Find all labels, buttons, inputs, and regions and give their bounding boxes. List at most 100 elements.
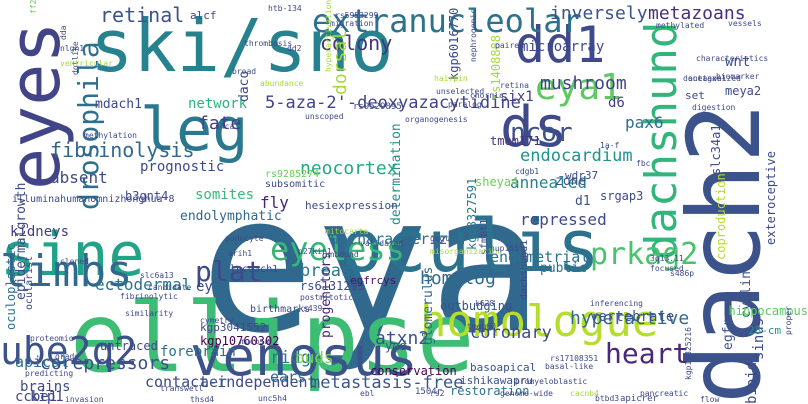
- word-109: meya2: [725, 84, 762, 98]
- word-190: flow: [700, 395, 720, 404]
- word-87: restoration: [450, 384, 530, 398]
- word-174: s486p: [670, 269, 695, 278]
- word-28: plat: [195, 255, 263, 288]
- word-32: contact-independent: [145, 373, 317, 391]
- word-117: subsomitic: [265, 179, 326, 190]
- word-171: ventricular: [60, 59, 113, 68]
- word-134: antagonized: [688, 74, 741, 83]
- word-136: hairpin: [434, 74, 468, 83]
- word-120: set: [685, 89, 705, 102]
- word-147: thsd4: [190, 395, 215, 404]
- word-99: kgp8327591: [465, 177, 479, 250]
- word-132: biomarker: [716, 72, 760, 81]
- word-37: repressed: [520, 210, 607, 229]
- word-142: cymetry: [200, 316, 234, 325]
- word-66: ears: [270, 368, 307, 386]
- word-141: similarity: [125, 309, 174, 318]
- word-197: genome-wide: [500, 389, 553, 398]
- word-48: coronary: [470, 323, 552, 343]
- word-166: proper: [784, 306, 793, 335]
- word-56: ccbe1: [15, 389, 58, 404]
- word-157: podocyte: [225, 234, 264, 243]
- word-116: ff2: [29, 0, 38, 15]
- word-135: digestion: [692, 103, 736, 112]
- word-104: b3gnt4: [125, 189, 169, 203]
- word-41: network: [188, 96, 248, 112]
- word-78: srgap3: [600, 189, 644, 203]
- word-108: 28-cm: [748, 324, 782, 337]
- word-118: illuminahumanomnizhonghua-8: [12, 194, 175, 205]
- word-103: lncdach1: [230, 264, 279, 275]
- word-38: uncharacterized: [330, 230, 466, 248]
- word-10: ds: [500, 95, 568, 160]
- word-92: exteroceptive: [764, 151, 778, 245]
- word-138: slc6a13: [140, 271, 174, 280]
- word-63: fly: [260, 193, 289, 212]
- word-150: promyeloblastic: [515, 377, 588, 386]
- word-162: p27kip1: [298, 247, 332, 256]
- word-67: aer: [200, 373, 228, 391]
- word-17: extranucleolar: [312, 2, 582, 40]
- word-19: ncor: [510, 118, 573, 148]
- word-181: nup155: [490, 244, 519, 253]
- word-144: grade: [55, 352, 80, 361]
- word-115: alcf: [190, 9, 217, 22]
- word-129: broad: [232, 67, 257, 76]
- word-131: vessels: [728, 19, 762, 28]
- word-128: abundance: [260, 79, 304, 88]
- word-68: buds: [295, 348, 334, 367]
- word-81: egfrcys: [350, 274, 397, 287]
- word-143: mucosa: [240, 337, 269, 346]
- word-34: inversely: [550, 3, 648, 24]
- word-102: rs6131295: [300, 279, 366, 293]
- word-60: microarray: [520, 39, 605, 55]
- word-185: dd2: [287, 44, 302, 53]
- word-183: postmitotic: [300, 293, 353, 302]
- word-30: atxn2: [375, 328, 430, 349]
- word-86: conservation: [370, 364, 457, 378]
- word-39: ectodermal: [95, 275, 192, 294]
- word-89: ishikawapru: [460, 374, 533, 387]
- word-167: inferencing: [590, 299, 643, 308]
- word-154: misorganization: [430, 247, 503, 256]
- word-4: sine: [0, 220, 145, 290]
- word-20: endocardium: [520, 146, 633, 166]
- word-199: pancreatic: [640, 389, 689, 398]
- word-83: glomerulus: [421, 266, 436, 345]
- word-9: homologue: [420, 296, 659, 347]
- word-14: dd1: [515, 16, 606, 74]
- word-163: validated: [360, 239, 404, 248]
- word-54: apical: [15, 353, 70, 371]
- word-69: ey: [196, 279, 213, 295]
- word-173: kgp11325216: [684, 327, 693, 380]
- word-161: predicting: [25, 369, 74, 378]
- word-158: arih1: [228, 249, 253, 258]
- word-178: nephrogenic: [469, 9, 478, 62]
- word-29: homolog: [420, 268, 496, 289]
- word-40: absent: [50, 168, 108, 187]
- word-58: kidneys: [10, 224, 70, 240]
- word-195: ebl: [360, 389, 375, 398]
- word-25: fibrinolysis: [50, 138, 195, 162]
- word-179: paralog: [448, 100, 482, 109]
- word-13: dachshund: [636, 21, 687, 260]
- word-77: d1: [575, 194, 591, 209]
- word-112: dachshund1: [519, 239, 530, 300]
- word-192: dda: [59, 25, 68, 40]
- word-126: htb-134: [268, 4, 302, 13]
- word-65: ridge: [270, 348, 322, 368]
- word-24: mushroom: [540, 73, 627, 94]
- word-159: cloned: [60, 257, 89, 266]
- word-91: slc34a1: [709, 124, 723, 175]
- word-194: 1a-f: [600, 141, 620, 150]
- word-62: mdach1: [95, 97, 142, 112]
- word-16: eya1: [535, 67, 622, 108]
- word-124: rs5953299: [335, 11, 379, 20]
- word-189: fbc: [636, 159, 651, 168]
- word-187: unscoped: [305, 112, 344, 121]
- word-97: kgp6016770: [447, 7, 461, 80]
- word-46: six1: [500, 89, 534, 105]
- word-100: kgp3041552: [200, 321, 267, 334]
- word-75: public: [540, 261, 587, 276]
- word-119: ocularist: [24, 255, 35, 310]
